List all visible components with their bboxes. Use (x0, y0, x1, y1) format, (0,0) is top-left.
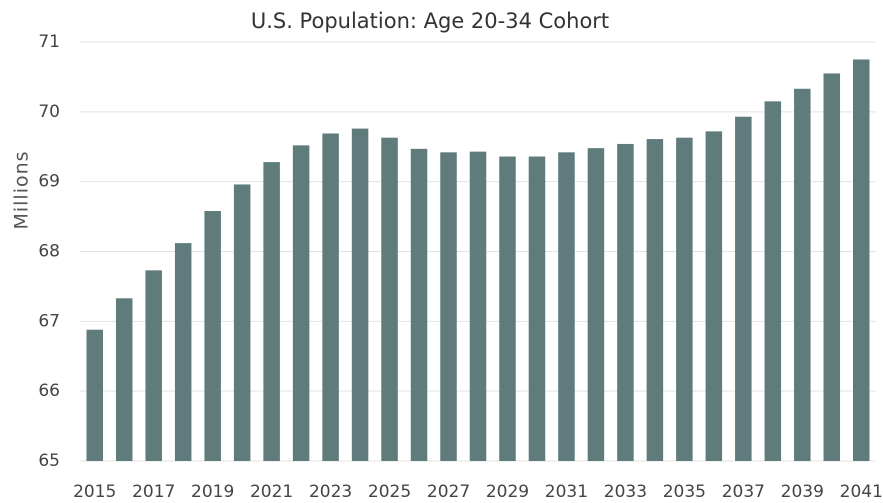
y-tick-label: 69 (38, 172, 60, 192)
x-tick-label: 2039 (781, 482, 824, 502)
bar (853, 59, 870, 461)
chart-title: U.S. Population: Age 20-34 Cohort (251, 9, 609, 33)
y-tick-label: 71 (38, 32, 60, 52)
x-tick-label: 2023 (309, 482, 352, 502)
y-tick-label: 65 (38, 451, 60, 471)
x-tick-label: 2025 (368, 482, 411, 502)
bar (823, 73, 841, 462)
bar (204, 210, 221, 461)
x-tick-label: 2019 (191, 482, 234, 502)
bar (322, 133, 339, 461)
bar (292, 145, 310, 461)
bar (351, 128, 369, 462)
bar (410, 148, 428, 461)
bar (528, 156, 546, 461)
bar (145, 270, 162, 461)
bar (676, 137, 693, 461)
bar (587, 148, 605, 461)
x-tick-label: 2041 (840, 482, 883, 502)
y-tick-label: 66 (38, 381, 60, 401)
y-tick-label: 67 (38, 311, 60, 331)
bar (381, 137, 398, 461)
bar (469, 151, 487, 461)
bar (499, 156, 516, 461)
x-tick-label: 2021 (250, 482, 293, 502)
x-tick-label: 2029 (486, 482, 529, 502)
bar (705, 131, 723, 462)
bar (764, 101, 782, 461)
x-tick-label: 2015 (73, 482, 116, 502)
bar (440, 152, 457, 461)
bar (735, 116, 752, 461)
bar (174, 243, 192, 461)
x-tick-label: 2035 (663, 482, 706, 502)
x-tick-label: 2033 (604, 482, 647, 502)
bar (263, 162, 280, 461)
x-tick-label: 2017 (132, 482, 175, 502)
x-tick-label: 2031 (545, 482, 588, 502)
y-tick-label: 70 (38, 102, 60, 122)
y-axis-label: Millions (11, 150, 33, 229)
bar (646, 139, 664, 461)
bar (617, 143, 634, 461)
bar (233, 184, 251, 461)
bar (115, 298, 133, 461)
x-tick-label: 2027 (427, 482, 470, 502)
x-tick-label: 2037 (722, 482, 765, 502)
y-tick-label: 68 (38, 242, 60, 262)
bar (86, 329, 103, 461)
bar (558, 152, 575, 461)
bar (794, 88, 811, 461)
